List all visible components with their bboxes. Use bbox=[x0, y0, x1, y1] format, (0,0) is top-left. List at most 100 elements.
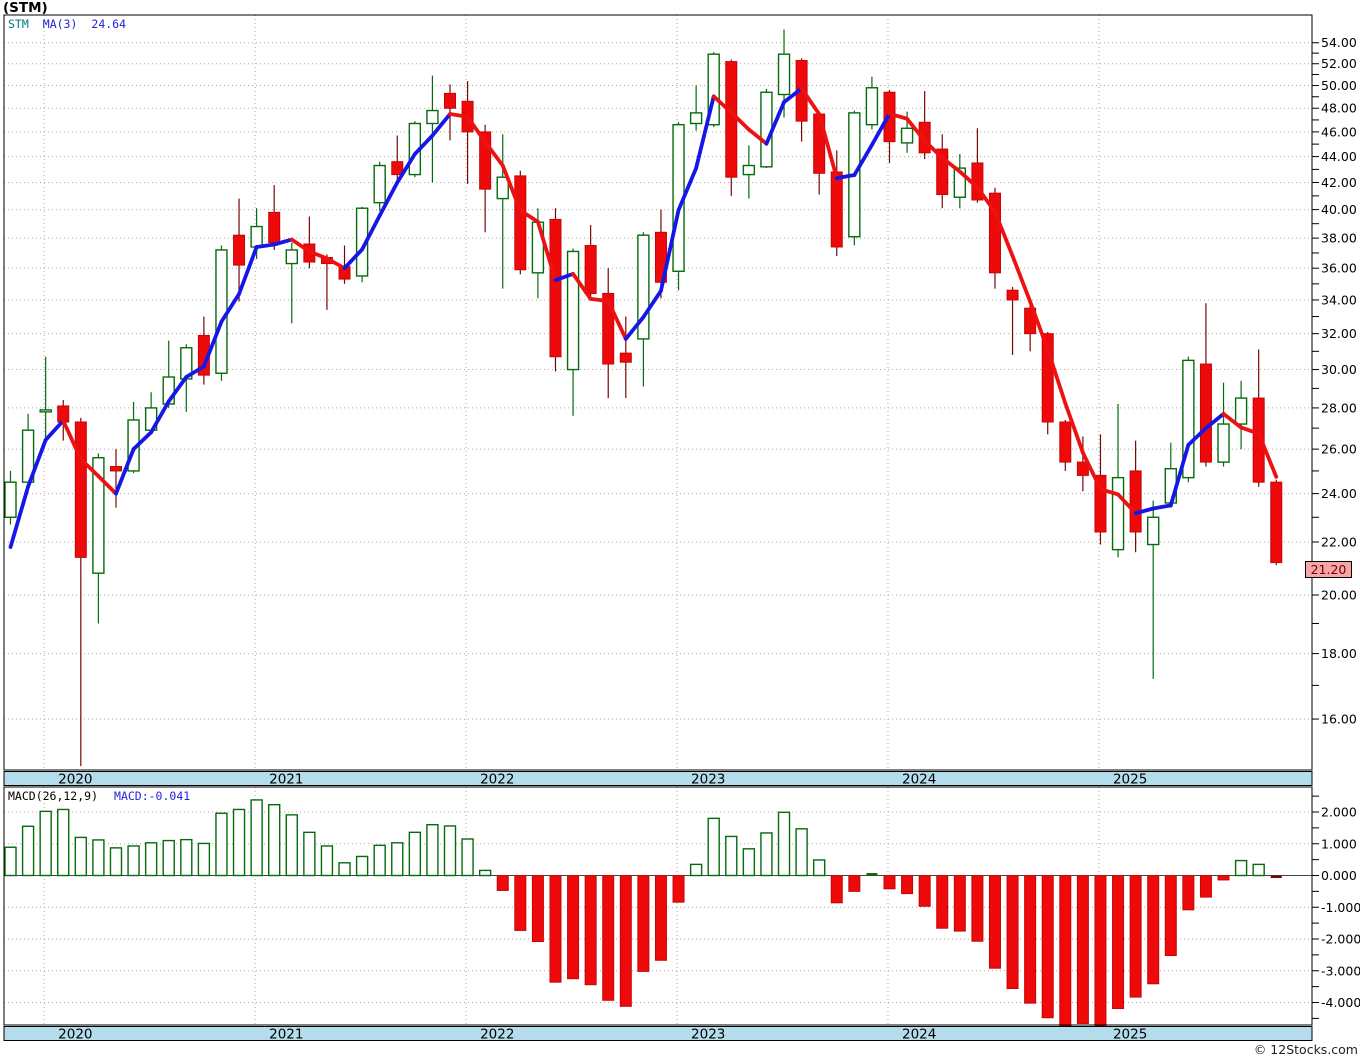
ma-line-segment bbox=[1080, 450, 1103, 491]
macd-bar-positive bbox=[215, 812, 228, 877]
ma-line-segment bbox=[606, 299, 628, 341]
macd-bar-negative bbox=[514, 875, 527, 931]
candle-body bbox=[4, 481, 17, 518]
price-axis-label: 34.00 bbox=[1321, 292, 1357, 307]
macd-axis-label: -2.000 bbox=[1321, 932, 1360, 947]
macd-params-label: MACD(26,12,9) bbox=[8, 789, 99, 803]
ma-line-segment bbox=[711, 94, 734, 115]
ma-line-segment bbox=[746, 127, 769, 146]
macd-bar-negative bbox=[1006, 875, 1019, 990]
ma-line-segment bbox=[483, 140, 505, 168]
price-axis-label: 48.00 bbox=[1321, 101, 1357, 116]
price-axis-label: 18.00 bbox=[1321, 646, 1357, 661]
macd-bar-positive bbox=[57, 808, 70, 877]
candle-body bbox=[865, 87, 879, 126]
ma-line-segment bbox=[799, 86, 822, 116]
ma-line-segment bbox=[834, 173, 857, 180]
candle-body bbox=[39, 409, 52, 413]
ma-line-segment bbox=[360, 213, 382, 252]
macd-bar-positive bbox=[426, 824, 439, 877]
macd-bar-negative bbox=[988, 875, 1001, 969]
candle-body bbox=[1270, 481, 1283, 564]
ma-line-segment bbox=[1186, 426, 1208, 447]
candle-body bbox=[444, 92, 456, 109]
ma-line-segment bbox=[993, 210, 1015, 258]
ma-line-segment bbox=[500, 163, 523, 213]
ma-line-segment bbox=[430, 112, 452, 138]
ma-line-segment bbox=[184, 364, 206, 379]
macd-bar-positive bbox=[39, 810, 52, 877]
ma-line-segment bbox=[905, 116, 927, 143]
macd-bar-positive bbox=[21, 825, 35, 877]
macd-bar-positive bbox=[689, 863, 703, 877]
year-label: 2022 bbox=[480, 772, 514, 788]
macd-axis-label: 2.000 bbox=[1321, 805, 1357, 820]
ma-line-segment bbox=[1116, 492, 1138, 516]
candle-body bbox=[1129, 470, 1142, 533]
candle-body bbox=[1199, 363, 1212, 463]
candle-body bbox=[1059, 421, 1072, 463]
price-axis-label: 32.00 bbox=[1321, 326, 1357, 341]
macd-bar-negative bbox=[1199, 875, 1212, 898]
macd-bar-positive bbox=[92, 839, 105, 877]
macd-bar-negative bbox=[637, 875, 650, 972]
macd-bar-negative bbox=[1217, 875, 1230, 881]
ma-line-segment bbox=[852, 143, 874, 177]
macd-bar-dash bbox=[1270, 875, 1282, 879]
ma-line-segment bbox=[272, 237, 294, 247]
candle-body bbox=[707, 53, 720, 126]
price-axis-label: 36.00 bbox=[1321, 261, 1357, 276]
candle-body bbox=[988, 192, 1001, 274]
candle-body bbox=[1006, 289, 1019, 301]
price-axis-label: 28.00 bbox=[1321, 400, 1357, 415]
last-price-badge: 21.20 bbox=[1305, 561, 1352, 578]
year-label: 2024 bbox=[902, 772, 936, 788]
candle-body bbox=[549, 218, 562, 358]
candle-body bbox=[637, 234, 650, 340]
candle-body bbox=[479, 131, 492, 190]
macd-bar-negative bbox=[496, 875, 509, 891]
price-axis-label: 40.00 bbox=[1321, 202, 1357, 217]
macd-axis-label: 1.000 bbox=[1321, 836, 1357, 851]
candle-body bbox=[1234, 397, 1248, 425]
ma-line-segment bbox=[61, 418, 83, 462]
macd-bar-positive bbox=[742, 848, 756, 877]
candle-body bbox=[1217, 423, 1230, 463]
macd-bar-positive bbox=[232, 808, 246, 877]
candle-body bbox=[742, 164, 756, 176]
ma-line-segment bbox=[131, 430, 154, 452]
ma-line-segment bbox=[114, 447, 136, 496]
ma-value: 24.64 bbox=[91, 17, 127, 31]
macd-bar-positive bbox=[180, 838, 193, 877]
macd-bar-positive bbox=[777, 811, 791, 877]
macd-bar-positive bbox=[1252, 863, 1265, 877]
macd-bar-positive bbox=[320, 845, 334, 877]
price-axis-label: 42.00 bbox=[1321, 175, 1357, 190]
macd-bar-negative bbox=[602, 875, 615, 1001]
ma-line-segment bbox=[289, 237, 312, 254]
price-axis-label: 22.00 bbox=[1321, 535, 1357, 550]
macd-bar-dash bbox=[866, 873, 878, 876]
macd-bar-negative bbox=[584, 875, 597, 986]
macd-bar-negative bbox=[531, 875, 544, 943]
price-axis-label: 30.00 bbox=[1321, 362, 1357, 377]
candle-body bbox=[918, 121, 931, 154]
ma-line-segment bbox=[412, 133, 435, 156]
ma-line-segment bbox=[940, 155, 962, 174]
macd-bar-positive bbox=[127, 845, 140, 877]
macd-bar-positive bbox=[443, 825, 457, 877]
candle-body bbox=[233, 234, 246, 266]
ma-line-segment bbox=[729, 110, 751, 132]
price-axis-label: 52.00 bbox=[1321, 56, 1357, 71]
candle-body bbox=[689, 112, 703, 125]
price-axis-label: 46.00 bbox=[1321, 124, 1357, 139]
ma-line-segment bbox=[254, 242, 277, 249]
ma-line-segment bbox=[1133, 506, 1156, 516]
year-label: 2021 bbox=[269, 1027, 303, 1043]
macd-bar-negative bbox=[971, 875, 984, 942]
ma-line-segment bbox=[325, 256, 347, 271]
macd-bar-negative bbox=[654, 875, 667, 961]
macd-bar-positive bbox=[707, 817, 720, 877]
candle-body bbox=[92, 457, 105, 574]
year-label: 2025 bbox=[1113, 1027, 1147, 1043]
